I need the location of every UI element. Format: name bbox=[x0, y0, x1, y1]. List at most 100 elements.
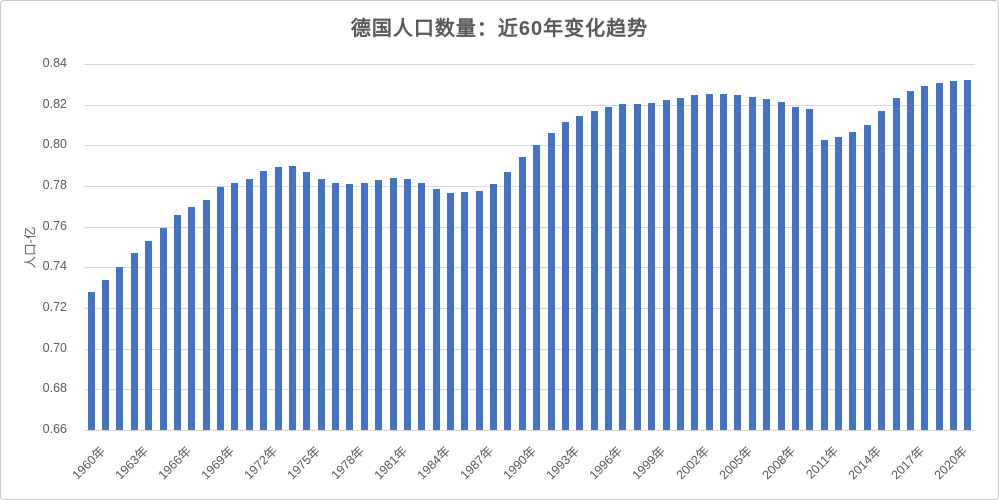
x-tick-label: 1975年 bbox=[285, 443, 324, 483]
x-tick-label: 2002年 bbox=[673, 443, 712, 483]
bar-2010 bbox=[806, 109, 814, 430]
bar-2000 bbox=[662, 100, 670, 430]
x-tick-label: 1993年 bbox=[543, 443, 583, 483]
x-tick-label: 1960年 bbox=[69, 443, 108, 483]
bar-1964 bbox=[145, 240, 153, 430]
bar-2021 bbox=[964, 80, 972, 430]
bar-1970 bbox=[231, 182, 239, 430]
bar-1988 bbox=[490, 183, 498, 430]
bar-1983 bbox=[418, 183, 426, 430]
bar-2009 bbox=[791, 106, 799, 430]
y-tick-label: 0.72 bbox=[42, 300, 67, 314]
gridline bbox=[84, 104, 975, 106]
x-tick-label: 2011年 bbox=[803, 443, 841, 482]
bar-2017 bbox=[906, 91, 914, 430]
x-tick-label: 1999年 bbox=[630, 443, 669, 483]
bar-1998 bbox=[633, 103, 641, 430]
x-tick-label: 2005年 bbox=[716, 443, 755, 483]
bar-1981 bbox=[389, 177, 397, 430]
bar-1965 bbox=[159, 227, 167, 430]
bar-1984 bbox=[432, 188, 440, 430]
x-tick-label: 1984年 bbox=[414, 443, 453, 483]
bar-1971 bbox=[245, 178, 253, 430]
bar-2020 bbox=[949, 81, 957, 430]
bar-1963 bbox=[130, 252, 138, 430]
bar-1967 bbox=[188, 207, 196, 430]
y-tick-label: 0.82 bbox=[42, 96, 67, 111]
gridline bbox=[84, 145, 975, 147]
x-tick-label: 1987年 bbox=[457, 443, 496, 483]
x-tick-label: 1990年 bbox=[500, 443, 540, 483]
bar-1974 bbox=[288, 166, 296, 430]
gridline bbox=[84, 267, 975, 269]
y-tick-label: 0.78 bbox=[42, 178, 67, 192]
bar-1993 bbox=[561, 121, 569, 430]
bar-2012 bbox=[835, 136, 842, 430]
x-tick-label: 1969年 bbox=[198, 443, 238, 483]
y-axis-title: 人口-亿 bbox=[23, 226, 38, 269]
x-tick-label: 1966年 bbox=[155, 443, 195, 483]
bar-1966 bbox=[173, 214, 181, 430]
bar-1995 bbox=[590, 111, 598, 430]
bar-1987 bbox=[475, 190, 483, 430]
x-tick-label: 1978年 bbox=[328, 443, 367, 483]
bar-1997 bbox=[619, 104, 627, 430]
bar-1961 bbox=[102, 279, 110, 430]
x-tick-label: 1963年 bbox=[112, 443, 152, 483]
bar-1994 bbox=[576, 116, 584, 430]
bar-2015 bbox=[878, 111, 886, 430]
bar-2003 bbox=[705, 93, 713, 430]
bar-2006 bbox=[748, 96, 756, 430]
bar-2014 bbox=[863, 125, 871, 430]
x-tick-label: 1996年 bbox=[586, 443, 626, 483]
y-tick-label: 0.66 bbox=[42, 422, 67, 436]
bar-2019 bbox=[935, 82, 943, 430]
bar-1973 bbox=[274, 166, 282, 430]
bar-1960 bbox=[87, 291, 95, 430]
bar-2007 bbox=[763, 99, 771, 430]
bar-1968 bbox=[202, 199, 210, 430]
bar-1990 bbox=[518, 156, 526, 430]
chart-title: 德国人口数量：近60年变化趋势 bbox=[350, 18, 649, 40]
bar-2004 bbox=[720, 94, 727, 430]
bar-2001 bbox=[676, 97, 684, 430]
x-tick-label: 2020年 bbox=[931, 443, 971, 483]
y-tick-label: 0.80 bbox=[42, 137, 67, 152]
y-tick-label: 0.68 bbox=[42, 381, 67, 396]
gridline bbox=[84, 308, 975, 309]
x-tick-label: 2014年 bbox=[845, 443, 884, 483]
bar-1980 bbox=[375, 180, 383, 430]
gridline bbox=[84, 226, 975, 228]
gridline bbox=[84, 186, 975, 187]
bar-2002 bbox=[691, 94, 699, 430]
bar-1979 bbox=[360, 183, 368, 430]
gridline bbox=[84, 64, 975, 65]
bar-2013 bbox=[849, 132, 857, 430]
y-tick-label: 0.70 bbox=[42, 340, 67, 355]
bar-1992 bbox=[547, 132, 555, 430]
bar-1982 bbox=[403, 179, 411, 430]
bar-1985 bbox=[447, 192, 454, 430]
bar-1996 bbox=[605, 106, 612, 430]
bar-1989 bbox=[504, 172, 512, 430]
x-tick-label: 2008年 bbox=[759, 443, 798, 483]
bar-1976 bbox=[317, 179, 325, 430]
y-tick-label: 0.76 bbox=[42, 218, 67, 233]
bar-1986 bbox=[461, 191, 469, 430]
bar-1999 bbox=[648, 102, 656, 430]
bar-2008 bbox=[777, 102, 785, 430]
bar-1978 bbox=[346, 184, 354, 430]
bar-1975 bbox=[303, 172, 311, 430]
bar-2018 bbox=[921, 86, 929, 430]
x-axis-line bbox=[84, 430, 975, 431]
gridline bbox=[84, 348, 975, 350]
bar-1962 bbox=[116, 266, 124, 430]
bar-2016 bbox=[892, 97, 900, 430]
gridline bbox=[84, 389, 975, 391]
bar-1977 bbox=[332, 182, 339, 430]
bar-1969 bbox=[217, 187, 224, 430]
x-tick-label: 1981年 bbox=[371, 443, 410, 483]
x-tick-label: 1972年 bbox=[241, 443, 281, 483]
bar-1991 bbox=[533, 145, 541, 430]
